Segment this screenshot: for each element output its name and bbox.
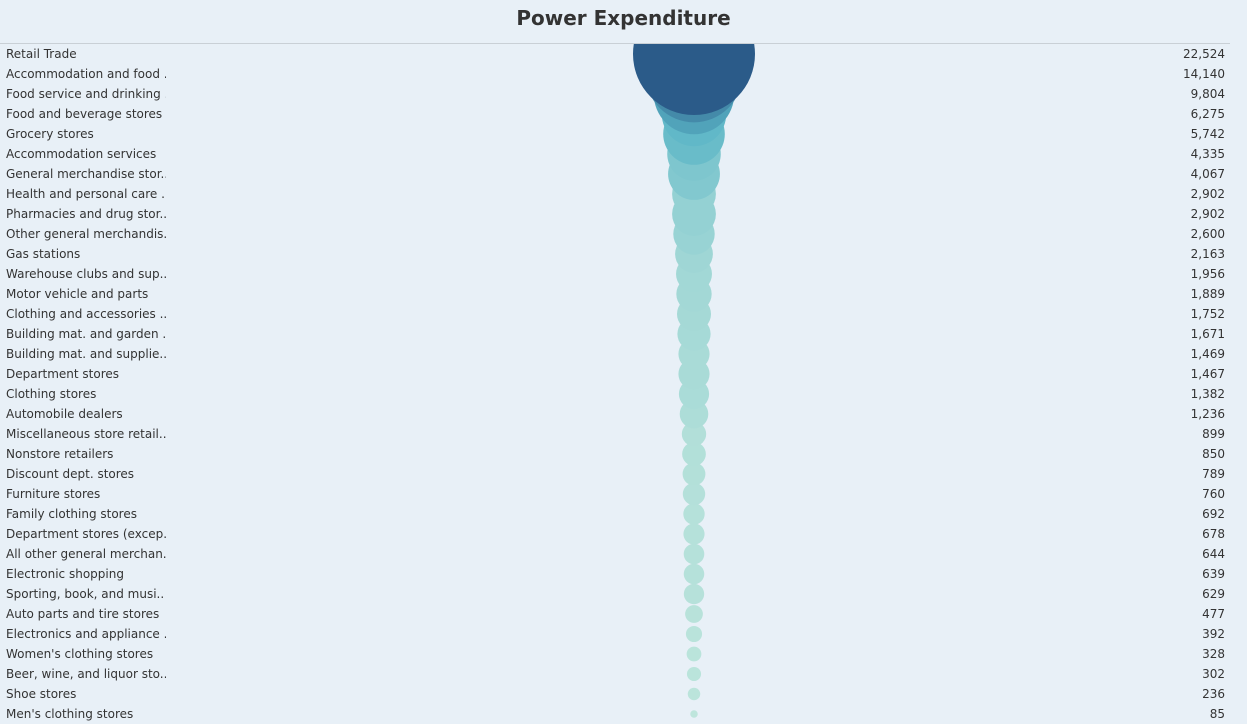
category-label: Furniture stores: [6, 487, 101, 501]
value-label: 14,140: [1183, 67, 1225, 81]
category-label: Automobile dealers: [6, 407, 123, 421]
value-label: 760: [1202, 487, 1225, 501]
value-label: 1,752: [1190, 307, 1225, 321]
value-label: 22,524: [1183, 47, 1225, 61]
category-label: Other general merchandis..: [6, 227, 166, 241]
value-label: 4,335: [1190, 147, 1225, 161]
category-label: Accommodation and food ..: [6, 67, 166, 81]
bubble-mark[interactable]: [686, 646, 702, 662]
category-label: Electronic shopping: [6, 567, 124, 581]
bubble-mark[interactable]: [681, 421, 707, 447]
category-label: Clothing and accessories ..: [6, 307, 166, 321]
bubble-mark[interactable]: [682, 482, 706, 506]
category-label: General merchandise stor..: [6, 167, 166, 181]
category-label: Department stores (excep..: [6, 527, 166, 541]
category-label: Health and personal care ..: [6, 187, 166, 201]
category-label: Women's clothing stores: [6, 647, 154, 661]
category-label: Miscellaneous store retail..: [6, 427, 166, 441]
category-label: Warehouse clubs and sup..: [6, 267, 166, 281]
value-label: 9,804: [1190, 87, 1225, 101]
category-label: Shoe stores: [6, 687, 77, 701]
bubble-mark[interactable]: [685, 625, 703, 643]
value-label: 1,889: [1190, 287, 1225, 301]
bubble-mark[interactable]: [686, 666, 702, 682]
category-label: Auto parts and tire stores: [6, 607, 160, 621]
bubble-mark[interactable]: [633, 44, 755, 115]
value-label: 1,469: [1190, 347, 1225, 361]
bubble-mark[interactable]: [683, 503, 705, 525]
value-label: 6,275: [1190, 107, 1225, 121]
category-label: Retail Trade: [6, 47, 77, 61]
bubble-mark[interactable]: [690, 710, 698, 718]
category-label: Nonstore retailers: [6, 447, 114, 461]
category-label: Beer, wine, and liquor sto..: [6, 667, 166, 681]
value-label: 392: [1202, 627, 1225, 641]
chart-area: Retail Trade 22,524 Accommodation and food…: [0, 44, 1247, 724]
value-label: 85: [1209, 707, 1225, 721]
bubble-mark[interactable]: [687, 687, 701, 701]
category-label: Food and beverage stores: [6, 107, 163, 121]
category-label: Pharmacies and drug stor..: [6, 207, 166, 221]
value-label: 678: [1202, 527, 1225, 541]
category-label: Clothing stores: [6, 387, 97, 401]
value-label: 2,163: [1190, 247, 1225, 261]
category-label: Grocery stores: [6, 127, 94, 141]
category-label: Gas stations: [6, 247, 81, 261]
value-label: 1,467: [1190, 367, 1225, 381]
bubble-mark[interactable]: [683, 523, 705, 545]
value-label: 328: [1202, 647, 1225, 661]
value-label: 302: [1202, 667, 1225, 681]
category-label: Sporting, book, and musi..: [6, 587, 165, 601]
value-label: 1,671: [1190, 327, 1225, 341]
bubble-mark[interactable]: [683, 563, 705, 585]
value-label: 899: [1202, 427, 1225, 441]
category-label: Men's clothing stores: [6, 707, 134, 721]
category-label: Electronics and appliance ..: [6, 627, 166, 641]
value-label: 2,902: [1190, 187, 1225, 201]
value-label: 477: [1202, 607, 1225, 621]
bubble-mark[interactable]: [685, 605, 703, 623]
value-label: 789: [1202, 467, 1225, 481]
value-label: 5,742: [1190, 127, 1225, 141]
bubble-mark[interactable]: [683, 543, 705, 565]
category-label: Motor vehicle and parts: [6, 287, 149, 301]
bubble-mark[interactable]: [683, 583, 705, 605]
category-label: Family clothing stores: [6, 507, 137, 521]
category-label: Accommodation services: [6, 147, 157, 161]
value-label: 1,956: [1190, 267, 1225, 281]
category-label: Discount dept. stores: [6, 467, 135, 481]
category-label: Food service and drinking ..: [6, 87, 166, 101]
value-label: 1,382: [1190, 387, 1225, 401]
value-label: 639: [1202, 567, 1225, 581]
title-divider: [0, 43, 1230, 44]
value-label: 1,236: [1190, 407, 1225, 421]
value-label: 629: [1202, 587, 1225, 601]
category-label: Building mat. and garden ..: [6, 327, 166, 341]
value-label: 2,902: [1190, 207, 1225, 221]
category-label: All other general merchan..: [6, 547, 166, 561]
value-label: 692: [1202, 507, 1225, 521]
value-label: 850: [1202, 447, 1225, 461]
category-label: Department stores: [6, 367, 120, 381]
value-label: 236: [1202, 687, 1225, 701]
bubble-mark[interactable]: [682, 442, 706, 466]
chart-title: Power Expenditure: [516, 6, 731, 30]
category-label: Building mat. and supplie..: [6, 347, 166, 361]
bubble-mark[interactable]: [682, 462, 706, 486]
value-label: 644: [1202, 547, 1225, 561]
value-label: 2,600: [1190, 227, 1225, 241]
value-label: 4,067: [1190, 167, 1225, 181]
bubble-layer: [633, 44, 755, 718]
